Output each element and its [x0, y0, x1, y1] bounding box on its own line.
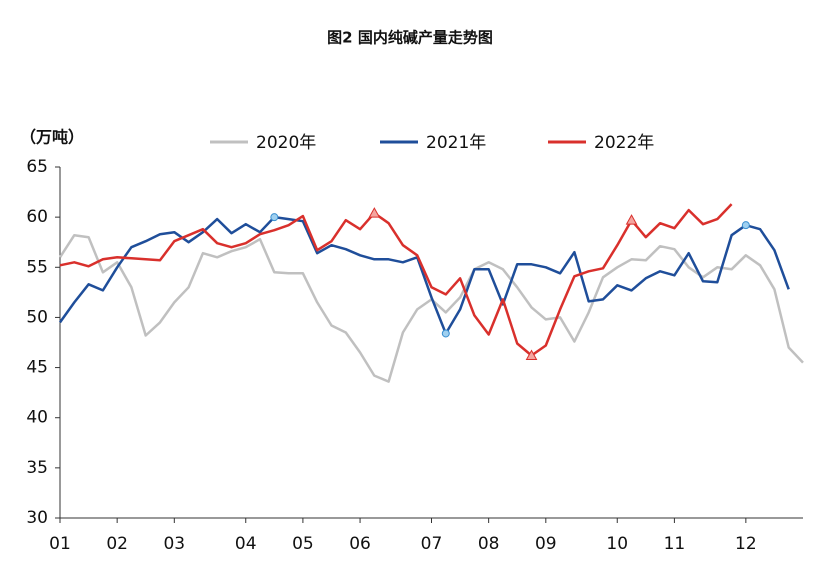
x-tick-label: 05: [292, 534, 314, 554]
y-tick-label: 65: [26, 157, 48, 177]
legend-label: 2021年: [426, 133, 486, 153]
y-tick-label: 50: [26, 307, 48, 327]
chart-title: 图2 国内纯碱产量走势图: [327, 29, 493, 47]
x-tick-label: 08: [478, 534, 500, 554]
legend-label: 2020年: [256, 133, 316, 153]
x-tick-label: 11: [664, 534, 686, 554]
y-tick-label: 30: [26, 508, 48, 528]
y-tick-label: 55: [26, 257, 48, 277]
y-tick-label: 40: [26, 408, 48, 428]
x-tick-label: 12: [735, 534, 757, 554]
series-line: [59, 203, 733, 357]
highlight-marker: [441, 329, 450, 338]
y-axis-label: （万吨）: [20, 128, 84, 147]
y-tick-label: 35: [26, 458, 48, 478]
x-tick-label: 07: [421, 534, 443, 554]
highlight-marker: [270, 213, 279, 222]
highlight-marker: [741, 221, 750, 230]
x-tick-label: 01: [49, 534, 71, 554]
highlight-marker: [525, 349, 538, 361]
legend-label: 2022年: [594, 133, 654, 153]
series-line: [58, 215, 790, 335]
y-tick-label: 60: [26, 207, 48, 227]
x-tick-label: 04: [235, 534, 257, 554]
y-tick-label: 45: [26, 358, 48, 378]
highlight-marker: [625, 214, 638, 225]
x-tick-label: 02: [106, 534, 128, 554]
x-tick-label: 03: [163, 534, 185, 554]
highlight-marker: [368, 207, 381, 218]
x-tick-label: 09: [535, 534, 557, 554]
x-tick-label: 10: [606, 534, 628, 554]
x-tick-label: 06: [349, 534, 371, 554]
